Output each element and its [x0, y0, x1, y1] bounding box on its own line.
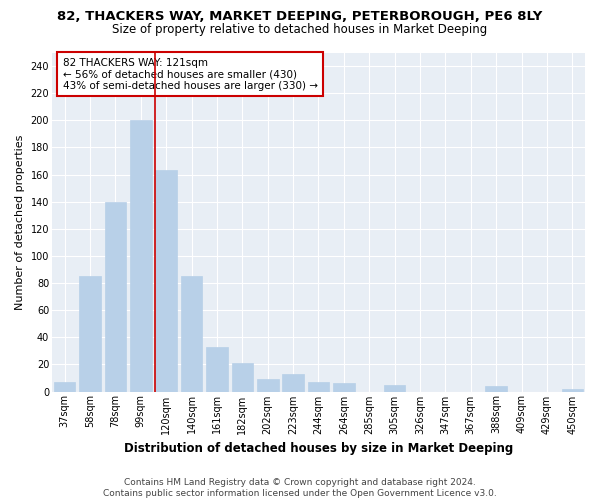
Bar	[181, 276, 202, 392]
Bar	[257, 380, 278, 392]
Bar	[206, 347, 228, 392]
Bar	[384, 384, 406, 392]
X-axis label: Distribution of detached houses by size in Market Deeping: Distribution of detached houses by size …	[124, 442, 513, 455]
Text: Size of property relative to detached houses in Market Deeping: Size of property relative to detached ho…	[112, 22, 488, 36]
Bar	[155, 170, 177, 392]
Bar	[79, 276, 101, 392]
Text: 82, THACKERS WAY, MARKET DEEPING, PETERBOROUGH, PE6 8LY: 82, THACKERS WAY, MARKET DEEPING, PETERB…	[58, 10, 542, 23]
Bar	[54, 382, 76, 392]
Bar	[562, 389, 583, 392]
Bar	[232, 363, 253, 392]
Text: 82 THACKERS WAY: 121sqm
← 56% of detached houses are smaller (430)
43% of semi-d: 82 THACKERS WAY: 121sqm ← 56% of detache…	[62, 58, 317, 91]
Text: Contains HM Land Registry data © Crown copyright and database right 2024.
Contai: Contains HM Land Registry data © Crown c…	[103, 478, 497, 498]
Y-axis label: Number of detached properties: Number of detached properties	[15, 134, 25, 310]
Bar	[308, 382, 329, 392]
Bar	[104, 202, 126, 392]
Bar	[485, 386, 507, 392]
Bar	[130, 120, 152, 392]
Bar	[333, 384, 355, 392]
Bar	[283, 374, 304, 392]
